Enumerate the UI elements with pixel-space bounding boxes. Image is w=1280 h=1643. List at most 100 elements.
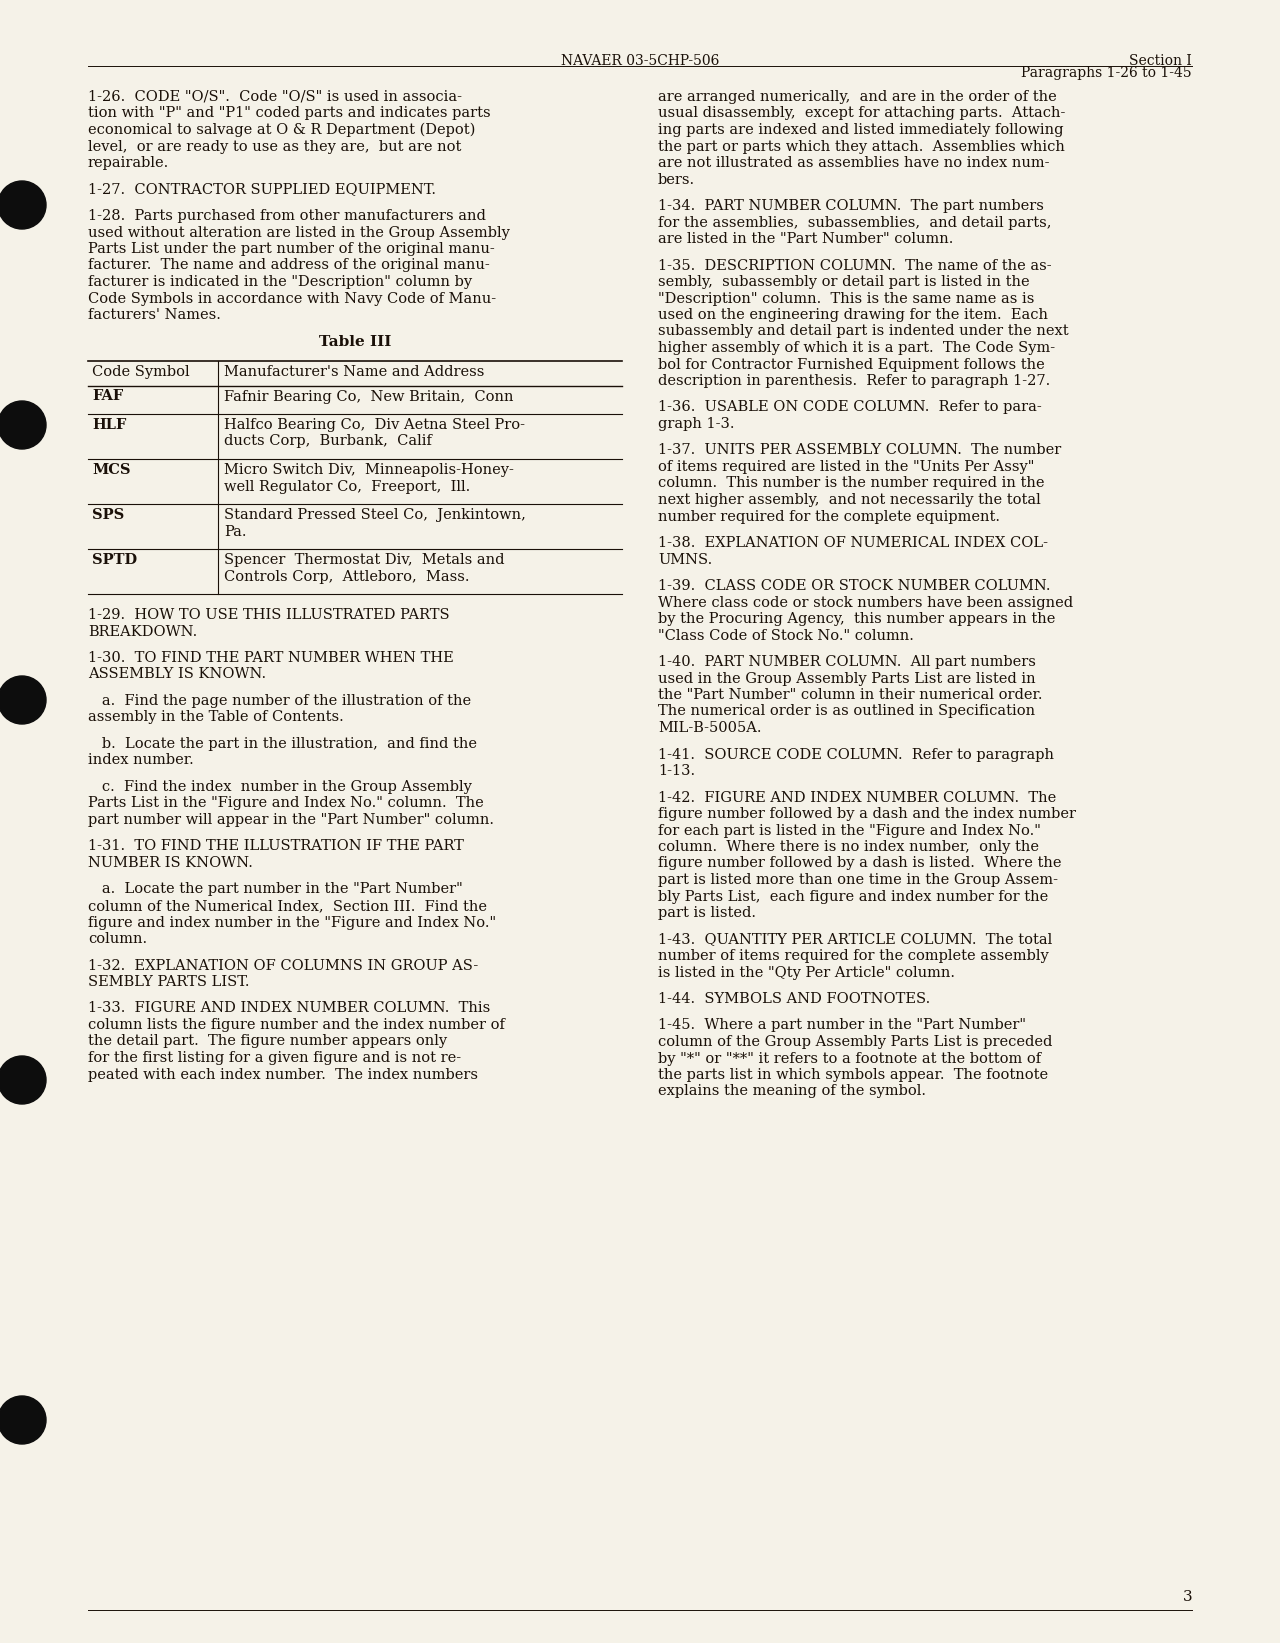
Text: the part or parts which they attach.  Assemblies which: the part or parts which they attach. Ass…: [658, 140, 1065, 153]
Text: facturers' Names.: facturers' Names.: [88, 307, 221, 322]
Text: are arranged numerically,  and are in the order of the: are arranged numerically, and are in the…: [658, 90, 1057, 104]
Text: bers.: bers.: [658, 173, 695, 187]
Text: Paragraphs 1-26 to 1-45: Paragraphs 1-26 to 1-45: [1021, 66, 1192, 81]
Text: NUMBER IS KNOWN.: NUMBER IS KNOWN.: [88, 856, 253, 871]
Text: column of the Numerical Index,  Section III.  Find the: column of the Numerical Index, Section I…: [88, 899, 486, 914]
Text: column.: column.: [88, 932, 147, 946]
Text: figure number followed by a dash is listed.  Where the: figure number followed by a dash is list…: [658, 856, 1061, 871]
Text: Spencer  Thermostat Div,  Metals and: Spencer Thermostat Div, Metals and: [224, 554, 504, 567]
Text: number of items required for the complete assembly: number of items required for the complet…: [658, 950, 1048, 963]
Text: are not illustrated as assemblies have no index num-: are not illustrated as assemblies have n…: [658, 156, 1050, 169]
Text: well Regulator Co,  Freeport,  Ill.: well Regulator Co, Freeport, Ill.: [224, 480, 470, 493]
Text: 1-38.  EXPLANATION OF NUMERICAL INDEX COL-: 1-38. EXPLANATION OF NUMERICAL INDEX COL…: [658, 536, 1048, 550]
Circle shape: [0, 401, 46, 449]
Text: "Class Code of Stock No." column.: "Class Code of Stock No." column.: [658, 629, 914, 642]
Text: 1-42.  FIGURE AND INDEX NUMBER COLUMN.  The: 1-42. FIGURE AND INDEX NUMBER COLUMN. Th…: [658, 790, 1056, 805]
Text: facturer.  The name and address of the original manu-: facturer. The name and address of the or…: [88, 258, 490, 273]
Text: Fafnir Bearing Co,  New Britain,  Conn: Fafnir Bearing Co, New Britain, Conn: [224, 389, 513, 404]
Text: MCS: MCS: [92, 463, 131, 476]
Text: NAVAER 03-5CHP-506: NAVAER 03-5CHP-506: [561, 54, 719, 67]
Text: column lists the figure number and the index number of: column lists the figure number and the i…: [88, 1019, 504, 1032]
Text: Standard Pressed Steel Co,  Jenkintown,: Standard Pressed Steel Co, Jenkintown,: [224, 508, 526, 522]
Text: 1-28.  Parts purchased from other manufacturers and: 1-28. Parts purchased from other manufac…: [88, 209, 486, 223]
Text: 1-27.  CONTRACTOR SUPPLIED EQUIPMENT.: 1-27. CONTRACTOR SUPPLIED EQUIPMENT.: [88, 182, 436, 197]
Text: Manufacturer's Name and Address: Manufacturer's Name and Address: [224, 365, 484, 380]
Text: next higher assembly,  and not necessarily the total: next higher assembly, and not necessaril…: [658, 493, 1041, 508]
Text: by the Procuring Agency,  this number appears in the: by the Procuring Agency, this number app…: [658, 611, 1056, 626]
Text: for the first listing for a given figure and is not re-: for the first listing for a given figure…: [88, 1052, 461, 1065]
Text: higher assembly of which it is a part.  The Code Sym-: higher assembly of which it is a part. T…: [658, 342, 1055, 355]
Text: 1-30.  TO FIND THE PART NUMBER WHEN THE: 1-30. TO FIND THE PART NUMBER WHEN THE: [88, 651, 453, 665]
Text: used on the engineering drawing for the item.  Each: used on the engineering drawing for the …: [658, 307, 1048, 322]
Text: SPS: SPS: [92, 508, 124, 522]
Text: Pa.: Pa.: [224, 524, 247, 539]
Text: a.  Find the page number of the illustration of the: a. Find the page number of the illustrat…: [88, 693, 471, 708]
Text: figure number followed by a dash and the index number: figure number followed by a dash and the…: [658, 807, 1076, 822]
Text: of items required are listed in the "Units Per Assy": of items required are listed in the "Uni…: [658, 460, 1034, 473]
Text: 1-13.: 1-13.: [658, 764, 695, 779]
Text: peated with each index number.  The index numbers: peated with each index number. The index…: [88, 1068, 477, 1081]
Text: sembly,  subassembly or detail part is listed in the: sembly, subassembly or detail part is li…: [658, 274, 1029, 289]
Text: assembly in the Table of Contents.: assembly in the Table of Contents.: [88, 710, 344, 725]
Text: Where class code or stock numbers have been assigned: Where class code or stock numbers have b…: [658, 595, 1073, 610]
Text: by "*" or "**" it refers to a footnote at the bottom of: by "*" or "**" it refers to a footnote a…: [658, 1052, 1041, 1066]
Text: 3: 3: [1183, 1590, 1192, 1604]
Circle shape: [0, 1397, 46, 1444]
Text: usual disassembly,  except for attaching parts.  Attach-: usual disassembly, except for attaching …: [658, 107, 1065, 120]
Text: level,  or are ready to use as they are,  but are not: level, or are ready to use as they are, …: [88, 140, 461, 153]
Text: repairable.: repairable.: [88, 156, 169, 169]
Text: are listed in the "Part Number" column.: are listed in the "Part Number" column.: [658, 232, 954, 246]
Text: for each part is listed in the "Figure and Index No.": for each part is listed in the "Figure a…: [658, 823, 1041, 838]
Circle shape: [0, 675, 46, 725]
Text: Section I: Section I: [1129, 54, 1192, 67]
Text: BREAKDOWN.: BREAKDOWN.: [88, 624, 197, 639]
Text: 1-44.  SYMBOLS AND FOOTNOTES.: 1-44. SYMBOLS AND FOOTNOTES.: [658, 992, 931, 1006]
Text: ASSEMBLY IS KNOWN.: ASSEMBLY IS KNOWN.: [88, 667, 266, 682]
Text: UMNS.: UMNS.: [658, 552, 712, 567]
Text: the "Part Number" column in their numerical order.: the "Part Number" column in their numeri…: [658, 688, 1042, 702]
Text: explains the meaning of the symbol.: explains the meaning of the symbol.: [658, 1084, 925, 1099]
Text: Controls Corp,  Attleboro,  Mass.: Controls Corp, Attleboro, Mass.: [224, 570, 470, 583]
Text: Table III: Table III: [319, 335, 392, 348]
Text: 1-43.  QUANTITY PER ARTICLE COLUMN.  The total: 1-43. QUANTITY PER ARTICLE COLUMN. The t…: [658, 933, 1052, 946]
Text: SEMBLY PARTS LIST.: SEMBLY PARTS LIST.: [88, 974, 250, 989]
Text: MIL-B-5005A.: MIL-B-5005A.: [658, 721, 762, 734]
Text: 1-31.  TO FIND THE ILLUSTRATION IF THE PART: 1-31. TO FIND THE ILLUSTRATION IF THE PA…: [88, 840, 463, 853]
Text: 1-36.  USABLE ON CODE COLUMN.  Refer to para-: 1-36. USABLE ON CODE COLUMN. Refer to pa…: [658, 401, 1042, 414]
Text: 1-39.  CLASS CODE OR STOCK NUMBER COLUMN.: 1-39. CLASS CODE OR STOCK NUMBER COLUMN.: [658, 578, 1051, 593]
Text: description in parenthesis.  Refer to paragraph 1-27.: description in parenthesis. Refer to par…: [658, 375, 1051, 388]
Text: part number will appear in the "Part Number" column.: part number will appear in the "Part Num…: [88, 813, 494, 826]
Text: Parts List in the "Figure and Index No." column.  The: Parts List in the "Figure and Index No."…: [88, 797, 484, 810]
Text: Code Symbols in accordance with Navy Code of Manu-: Code Symbols in accordance with Navy Cod…: [88, 291, 497, 306]
Text: HLF: HLF: [92, 417, 127, 432]
Text: 1-29.  HOW TO USE THIS ILLUSTRATED PARTS: 1-29. HOW TO USE THIS ILLUSTRATED PARTS: [88, 608, 449, 623]
Text: 1-34.  PART NUMBER COLUMN.  The part numbers: 1-34. PART NUMBER COLUMN. The part numbe…: [658, 199, 1044, 214]
Text: part is listed more than one time in the Group Assem-: part is listed more than one time in the…: [658, 872, 1059, 887]
Text: 1-37.  UNITS PER ASSEMBLY COLUMN.  The number: 1-37. UNITS PER ASSEMBLY COLUMN. The num…: [658, 444, 1061, 457]
Text: column.  This number is the number required in the: column. This number is the number requir…: [658, 476, 1044, 491]
Text: ing parts are indexed and listed immediately following: ing parts are indexed and listed immedia…: [658, 123, 1064, 136]
Text: Halfco Bearing Co,  Div Aetna Steel Pro-: Halfco Bearing Co, Div Aetna Steel Pro-: [224, 417, 525, 432]
Text: column of the Group Assembly Parts List is preceded: column of the Group Assembly Parts List …: [658, 1035, 1052, 1048]
Text: index number.: index number.: [88, 754, 193, 767]
Text: tion with "P" and "P1" coded parts and indicates parts: tion with "P" and "P1" coded parts and i…: [88, 107, 490, 120]
Text: economical to salvage at O & R Department (Depot): economical to salvage at O & R Departmen…: [88, 123, 475, 138]
Text: part is listed.: part is listed.: [658, 905, 756, 920]
Text: ducts Corp,  Burbank,  Calif: ducts Corp, Burbank, Calif: [224, 434, 431, 449]
Text: number required for the complete equipment.: number required for the complete equipme…: [658, 509, 1000, 524]
Circle shape: [0, 1056, 46, 1104]
Text: used in the Group Assembly Parts List are listed in: used in the Group Assembly Parts List ar…: [658, 672, 1036, 685]
Text: The numerical order is as outlined in Specification: The numerical order is as outlined in Sp…: [658, 705, 1036, 718]
Text: 1-41.  SOURCE CODE COLUMN.  Refer to paragraph: 1-41. SOURCE CODE COLUMN. Refer to parag…: [658, 748, 1053, 761]
Text: column.  Where there is no index number,  only the: column. Where there is no index number, …: [658, 840, 1039, 854]
Text: bol for Contractor Furnished Equipment follows the: bol for Contractor Furnished Equipment f…: [658, 358, 1044, 371]
Text: Code Symbol: Code Symbol: [92, 365, 189, 380]
Text: the parts list in which symbols appear.  The footnote: the parts list in which symbols appear. …: [658, 1068, 1048, 1083]
Text: "Description" column.  This is the same name as is: "Description" column. This is the same n…: [658, 291, 1034, 306]
Text: subassembly and detail part is indented under the next: subassembly and detail part is indented …: [658, 325, 1069, 338]
Text: 1-26.  CODE "O/S".  Code "O/S" is used in associa-: 1-26. CODE "O/S". Code "O/S" is used in …: [88, 90, 462, 104]
Text: figure and index number in the "Figure and Index No.": figure and index number in the "Figure a…: [88, 915, 497, 930]
Text: bly Parts List,  each figure and index number for the: bly Parts List, each figure and index nu…: [658, 889, 1048, 904]
Text: is listed in the "Qty Per Article" column.: is listed in the "Qty Per Article" colum…: [658, 966, 955, 979]
Text: graph 1-3.: graph 1-3.: [658, 417, 735, 430]
